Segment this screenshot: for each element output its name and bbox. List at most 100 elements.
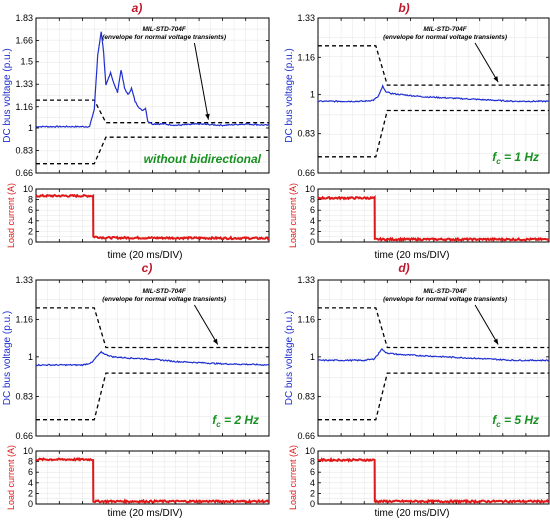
current-axis-label: Load current (A): [288, 183, 298, 248]
panel-label: d): [398, 261, 409, 275]
voltage-ytick-label: 1.16: [15, 315, 33, 325]
current-frame: [35, 450, 270, 505]
time-axis-label: time (20 ms/DIV): [107, 250, 182, 261]
voltage-ytick-label: 1.5: [20, 57, 33, 67]
current-ytick-label: 6: [310, 467, 315, 477]
voltage-axis-label: DC bus voltage (p.u.): [284, 48, 295, 143]
voltage-ytick-label: 1.33: [297, 275, 315, 285]
current-ytick-label: 4: [28, 478, 33, 488]
envelope-lower-line: [36, 136, 269, 165]
envelope-pointer-arrowhead: [493, 76, 499, 83]
frequency-annotation: fc = 2 Hz: [212, 413, 259, 429]
panel-label: c): [142, 261, 153, 275]
voltage-ytick-label: 0.83: [15, 145, 33, 155]
voltage-ytick-label: 1.16: [297, 315, 315, 325]
envelope-label-title: MIL-STD-704F: [142, 288, 186, 295]
voltage-ytick-label: 1.33: [15, 79, 33, 89]
envelope-label-title: MIL-STD-704F: [423, 26, 467, 33]
envelope-lower-line: [318, 109, 549, 158]
envelope-upper-line: [318, 45, 549, 86]
current-ytick-label: 10: [23, 184, 33, 194]
current-ytick-label: 6: [28, 205, 33, 215]
envelope-upper-line: [318, 307, 549, 349]
envelope-label-title: MIL-STD-704F: [142, 26, 186, 33]
voltage-ytick-label: 1.33: [15, 275, 33, 285]
voltage-ytick-label: 1.33: [297, 13, 315, 23]
current-ytick-label: 6: [28, 467, 33, 477]
envelope-pointer-arrow: [474, 304, 499, 345]
current-ytick-label: 4: [310, 216, 315, 226]
chart-panel-4: d) 0.66 0.83 1 1.16 1.33 MIL-STD-704F(envelope…: [284, 261, 550, 519]
envelope-label-title: MIL-STD-704F: [423, 288, 467, 295]
current-axis-label: Load current (A): [6, 183, 16, 248]
envelope-label-subtitle: (envelope for normal voltage transients): [102, 296, 226, 303]
envelope-label-subtitle: (envelope for normal voltage transients): [102, 34, 226, 41]
current-ytick-label: 4: [310, 478, 315, 488]
voltage-axis-label: DC bus voltage (p.u.): [2, 311, 13, 406]
current-ytick-label: 10: [305, 446, 315, 456]
chart-panel-2: b) 0.66 0.83 1 1.16 1.33 MIL-STD-704F(envelope…: [284, 1, 550, 261]
voltage-ytick-label: 1.16: [15, 102, 33, 112]
voltage-ytick-label: 0.66: [15, 168, 33, 178]
current-ytick-label: 2: [310, 226, 315, 236]
current-ytick-label: 8: [310, 195, 315, 205]
current-ytick-label: 4: [28, 216, 33, 226]
current-ytick-label: 10: [23, 446, 33, 456]
current-frame: [317, 450, 550, 505]
current-series-line: [36, 456, 270, 505]
time-axis-label: time (20 ms/DIV): [374, 508, 449, 519]
current-series-line: [317, 456, 550, 505]
current-frame: [317, 188, 550, 243]
voltage-ytick-label: 1: [310, 89, 315, 99]
panel-label: b): [398, 1, 409, 15]
voltage-axis-label: DC bus voltage (p.u.): [2, 48, 13, 143]
voltage-ytick-label: 1.83: [15, 13, 33, 23]
voltage-ytick-label: 1: [310, 352, 315, 362]
voltage-frame: [317, 279, 550, 437]
frequency-annotation: fc = 1 Hz: [492, 150, 539, 166]
voltage-ytick-label: 0.66: [15, 431, 33, 441]
current-ytick-label: 2: [28, 488, 33, 498]
voltage-frame: [317, 17, 550, 174]
current-ytick-label: 2: [310, 488, 315, 498]
voltage-plot: 0.66 0.83 1 1.16 1.33 MIL-STD-704F(envelope f…: [284, 13, 550, 178]
current-ytick-label: 0: [310, 499, 315, 509]
voltage-ytick-label: 0.83: [15, 391, 33, 401]
voltage-plot: 0.66 0.83 1 1.16 1.33 MIL-STD-704F(envelope f…: [284, 275, 550, 441]
voltage-series-line: [35, 350, 270, 367]
envelope-label-subtitle: (envelope for normal voltage transients): [383, 296, 507, 303]
current-frame: [35, 188, 270, 243]
current-ytick-label: 10: [305, 184, 315, 194]
current-axis-label: Load current (A): [288, 445, 298, 510]
voltage-ytick-label: 0.66: [297, 168, 315, 178]
envelope-pointer-arrowhead: [493, 338, 499, 345]
voltage-ytick-label: 1: [28, 352, 33, 362]
envelope-pointer-arrowhead: [205, 113, 210, 120]
current-ytick-label: 0: [28, 499, 33, 509]
voltage-series-line: [317, 348, 550, 362]
current-ytick-label: 8: [28, 195, 33, 205]
voltage-ytick-label: 1.16: [297, 52, 315, 62]
voltage-plot: 0.66 0.83 1 1.16 1.33 1.5 1.66 1.83 MIL-STD-704F…: [2, 13, 270, 178]
current-ytick-label: 8: [28, 457, 33, 467]
current-ytick-label: 8: [310, 457, 315, 467]
chart-panel-1: a) 0.66 0.83 1 1.16 1.33 1.5 1.66 1.83 MIL-STD-70…: [2, 1, 270, 261]
envelope-pointer-arrow: [194, 304, 219, 345]
envelope-pointer-arrow: [474, 42, 499, 83]
voltage-ytick-label: 1: [28, 123, 33, 133]
condition-annotation: without bidirectional: [144, 152, 262, 166]
voltage-ytick-label: 0.83: [297, 129, 315, 139]
current-series-line: [317, 195, 550, 243]
envelope-lower-line: [36, 372, 269, 421]
time-axis-label: time (20 ms/DIV): [374, 250, 449, 261]
envelope-label-subtitle: (envelope for normal voltage transients): [383, 34, 507, 41]
voltage-axis-label: DC bus voltage (p.u.): [284, 311, 295, 406]
envelope-pointer-arrow: [193, 42, 209, 120]
voltage-series-line: [36, 31, 270, 128]
current-ytick-label: 6: [310, 205, 315, 215]
chart-panel-3: c) 0.66 0.83 1 1.16 1.33 MIL-STD-704F(envelope…: [2, 261, 270, 519]
